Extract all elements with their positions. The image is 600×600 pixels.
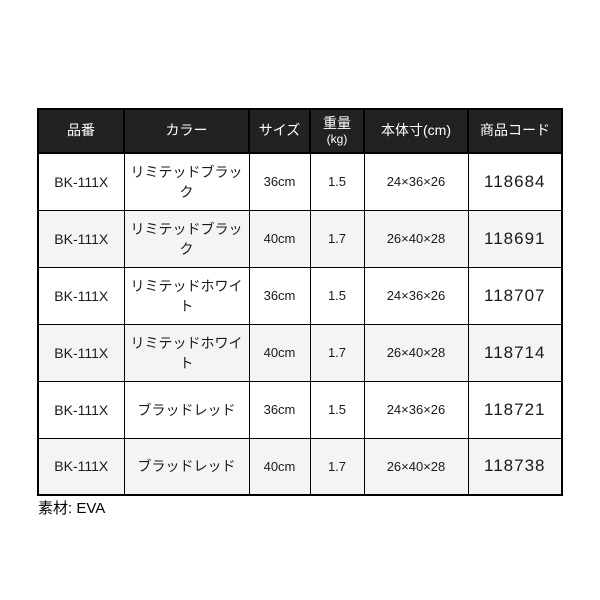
column-header-code: 商品コード — [467, 108, 563, 154]
cell-color: リミテッドブラック — [123, 209, 250, 268]
table-row: BK-111X ブラッドレッド 36cm 1.5 24×36×26 118721 — [37, 380, 563, 439]
cell-hinban: BK-111X — [37, 152, 125, 211]
table-header-row: 品番 カラー サイズ 重量 (kg) 本体寸(cm) 商品コード — [37, 108, 563, 154]
cell-weight: 1.7 — [309, 209, 365, 268]
cell-size: 36cm — [248, 152, 311, 211]
cell-code: 118714 — [467, 323, 563, 382]
cell-dims: 26×40×28 — [363, 209, 469, 268]
cell-size: 36cm — [248, 380, 311, 439]
cell-code: 118738 — [467, 437, 563, 496]
cell-color: リミテッドホワイト — [123, 266, 250, 325]
cell-color: ブラッドレッド — [123, 437, 250, 496]
column-header-dims: 本体寸(cm) — [363, 108, 469, 154]
cell-code: 118691 — [467, 209, 563, 268]
product-spec-table: 品番 カラー サイズ 重量 (kg) 本体寸(cm) 商品コード BK-111X リミテッドブ… — [37, 108, 563, 496]
cell-weight: 1.7 — [309, 437, 365, 496]
cell-size: 36cm — [248, 266, 311, 325]
column-header-size: サイズ — [248, 108, 311, 154]
cell-hinban: BK-111X — [37, 437, 125, 496]
cell-hinban: BK-111X — [37, 266, 125, 325]
column-header-weight: 重量 (kg) — [309, 108, 365, 154]
cell-size: 40cm — [248, 209, 311, 268]
column-header-hinban: 品番 — [37, 108, 125, 154]
cell-dims: 24×36×26 — [363, 380, 469, 439]
cell-code: 118721 — [467, 380, 563, 439]
cell-dims: 26×40×28 — [363, 323, 469, 382]
table-row: BK-111X リミテッドブラック 40cm 1.7 26×40×28 118691 — [37, 209, 563, 268]
cell-code: 118707 — [467, 266, 563, 325]
cell-dims: 24×36×26 — [363, 266, 469, 325]
column-header-line: (kg) — [326, 132, 348, 147]
column-header-line: 重量 — [323, 114, 351, 131]
cell-hinban: BK-111X — [37, 209, 125, 268]
cell-dims: 26×40×28 — [363, 437, 469, 496]
material-note: 素材: EVA — [38, 500, 106, 517]
cell-weight: 1.5 — [309, 266, 365, 325]
table-row: BK-111X リミテッドホワイト 40cm 1.7 26×40×28 118714 — [37, 323, 563, 382]
cell-size: 40cm — [248, 437, 311, 496]
cell-weight: 1.7 — [309, 323, 365, 382]
cell-weight: 1.5 — [309, 152, 365, 211]
cell-weight: 1.5 — [309, 380, 365, 439]
column-header-color: カラー — [123, 108, 250, 154]
cell-code: 118684 — [467, 152, 563, 211]
cell-color: リミテッドブラック — [123, 152, 250, 211]
cell-size: 40cm — [248, 323, 311, 382]
table-row: BK-111X ブラッドレッド 40cm 1.7 26×40×28 118738 — [37, 437, 563, 496]
cell-dims: 24×36×26 — [363, 152, 469, 211]
cell-color: リミテッドホワイト — [123, 323, 250, 382]
cell-hinban: BK-111X — [37, 323, 125, 382]
table-row: BK-111X リミテッドホワイト 36cm 1.5 24×36×26 118707 — [37, 266, 563, 325]
table-row: BK-111X リミテッドブラック 36cm 1.5 24×36×26 118684 — [37, 152, 563, 211]
cell-hinban: BK-111X — [37, 380, 125, 439]
cell-color: ブラッドレッド — [123, 380, 250, 439]
